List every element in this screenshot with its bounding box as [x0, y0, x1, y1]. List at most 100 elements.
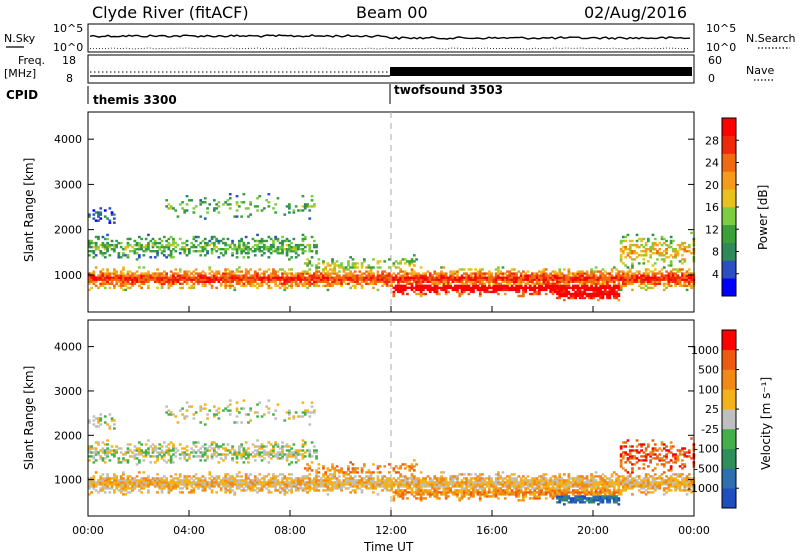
power-cell	[190, 245, 193, 249]
power-cell	[256, 274, 259, 277]
power-cell	[658, 272, 662, 275]
power-cell	[544, 272, 548, 275]
power-cell	[288, 268, 291, 271]
power-cell	[651, 274, 655, 277]
velocity-cell	[401, 493, 405, 496]
power-cell	[108, 243, 112, 247]
power-cell	[251, 284, 255, 287]
power-cell	[251, 278, 255, 281]
power-cell	[190, 286, 193, 290]
colorbar-tick-label: 16	[705, 201, 719, 214]
velocity-cell	[367, 481, 371, 484]
velocity-cell	[92, 457, 96, 460]
velocity-cell	[276, 475, 280, 478]
velocity-cell	[233, 449, 237, 452]
power-cell	[385, 276, 389, 279]
velocity-cell	[258, 483, 262, 486]
colorbar-segment	[722, 278, 736, 297]
power-cell	[194, 250, 198, 253]
power-cell	[110, 243, 114, 247]
power-cell	[488, 282, 491, 285]
power-cell	[288, 203, 291, 206]
power-ylabel: Slant Range [km]	[22, 158, 36, 262]
power-cell	[551, 284, 555, 287]
velocity-cell	[217, 445, 221, 448]
power-cell	[153, 241, 157, 245]
power-cell	[499, 276, 502, 279]
power-cell	[442, 274, 446, 277]
power-cell	[115, 239, 118, 243]
power-cell	[538, 290, 541, 294]
power-cell	[306, 205, 309, 208]
power-cell	[601, 274, 605, 277]
power-cell	[637, 272, 641, 275]
power-cell	[278, 280, 282, 283]
velocity-cell	[435, 477, 439, 480]
power-cell	[203, 245, 207, 249]
velocity-cell	[210, 491, 214, 494]
power-cell	[369, 266, 373, 269]
velocity-cell	[372, 463, 375, 466]
power-cell	[685, 278, 689, 281]
power-cell	[197, 250, 200, 253]
velocity-cell	[483, 491, 487, 494]
power-cell	[165, 239, 168, 243]
velocity-cell	[372, 477, 375, 480]
velocity-cell	[169, 489, 173, 492]
power-cell	[285, 282, 289, 285]
power-cell	[428, 288, 432, 292]
power-cell	[619, 258, 623, 261]
velocity-cell	[183, 485, 187, 488]
velocity-cell	[503, 481, 507, 484]
power-cell	[365, 282, 368, 285]
power-cell	[367, 276, 371, 279]
velocity-cell	[435, 485, 439, 488]
power-cell	[213, 272, 216, 275]
velocity-cell	[510, 473, 514, 476]
velocity-cell	[88, 419, 91, 422]
power-cell	[576, 286, 580, 290]
power-cell	[601, 280, 605, 283]
power-cell	[303, 237, 307, 241]
velocity-cell	[97, 443, 100, 446]
velocity-cell	[485, 491, 489, 494]
velocity-cell	[449, 491, 452, 494]
velocity-cell	[422, 493, 425, 496]
power-cell	[285, 286, 289, 290]
velocity-cell	[88, 487, 91, 490]
velocity-cell	[447, 495, 450, 498]
power-cell	[263, 243, 266, 247]
power-cell	[656, 243, 659, 247]
velocity-cell	[88, 485, 91, 488]
velocity-cell	[315, 475, 318, 478]
power-cell	[167, 254, 171, 257]
power-cell	[678, 243, 682, 247]
power-cell	[142, 282, 146, 285]
velocity-cell	[513, 491, 516, 494]
velocity-cell	[492, 483, 496, 486]
velocity-cell	[242, 447, 246, 450]
velocity-cell	[90, 481, 93, 484]
power-cell	[444, 278, 448, 281]
power-cell	[515, 284, 518, 287]
velocity-cell	[242, 479, 246, 482]
velocity-cell	[110, 481, 114, 484]
power-cell	[156, 241, 159, 245]
power-cell	[647, 260, 650, 263]
velocity-cell	[476, 485, 480, 488]
velocity-cell	[285, 481, 289, 484]
power-cell	[653, 272, 657, 275]
velocity-cell	[213, 415, 216, 418]
velocity-cell	[313, 445, 316, 448]
velocity-cell	[303, 411, 307, 414]
power-cell	[690, 280, 693, 283]
velocity-cell	[308, 451, 312, 454]
velocity-cell	[456, 491, 459, 494]
power-cell	[192, 245, 196, 249]
velocity-cell	[460, 497, 464, 500]
power-cell	[269, 252, 273, 255]
velocity-cell	[294, 479, 298, 482]
velocity-cell	[431, 487, 434, 490]
power-cell	[585, 294, 589, 298]
